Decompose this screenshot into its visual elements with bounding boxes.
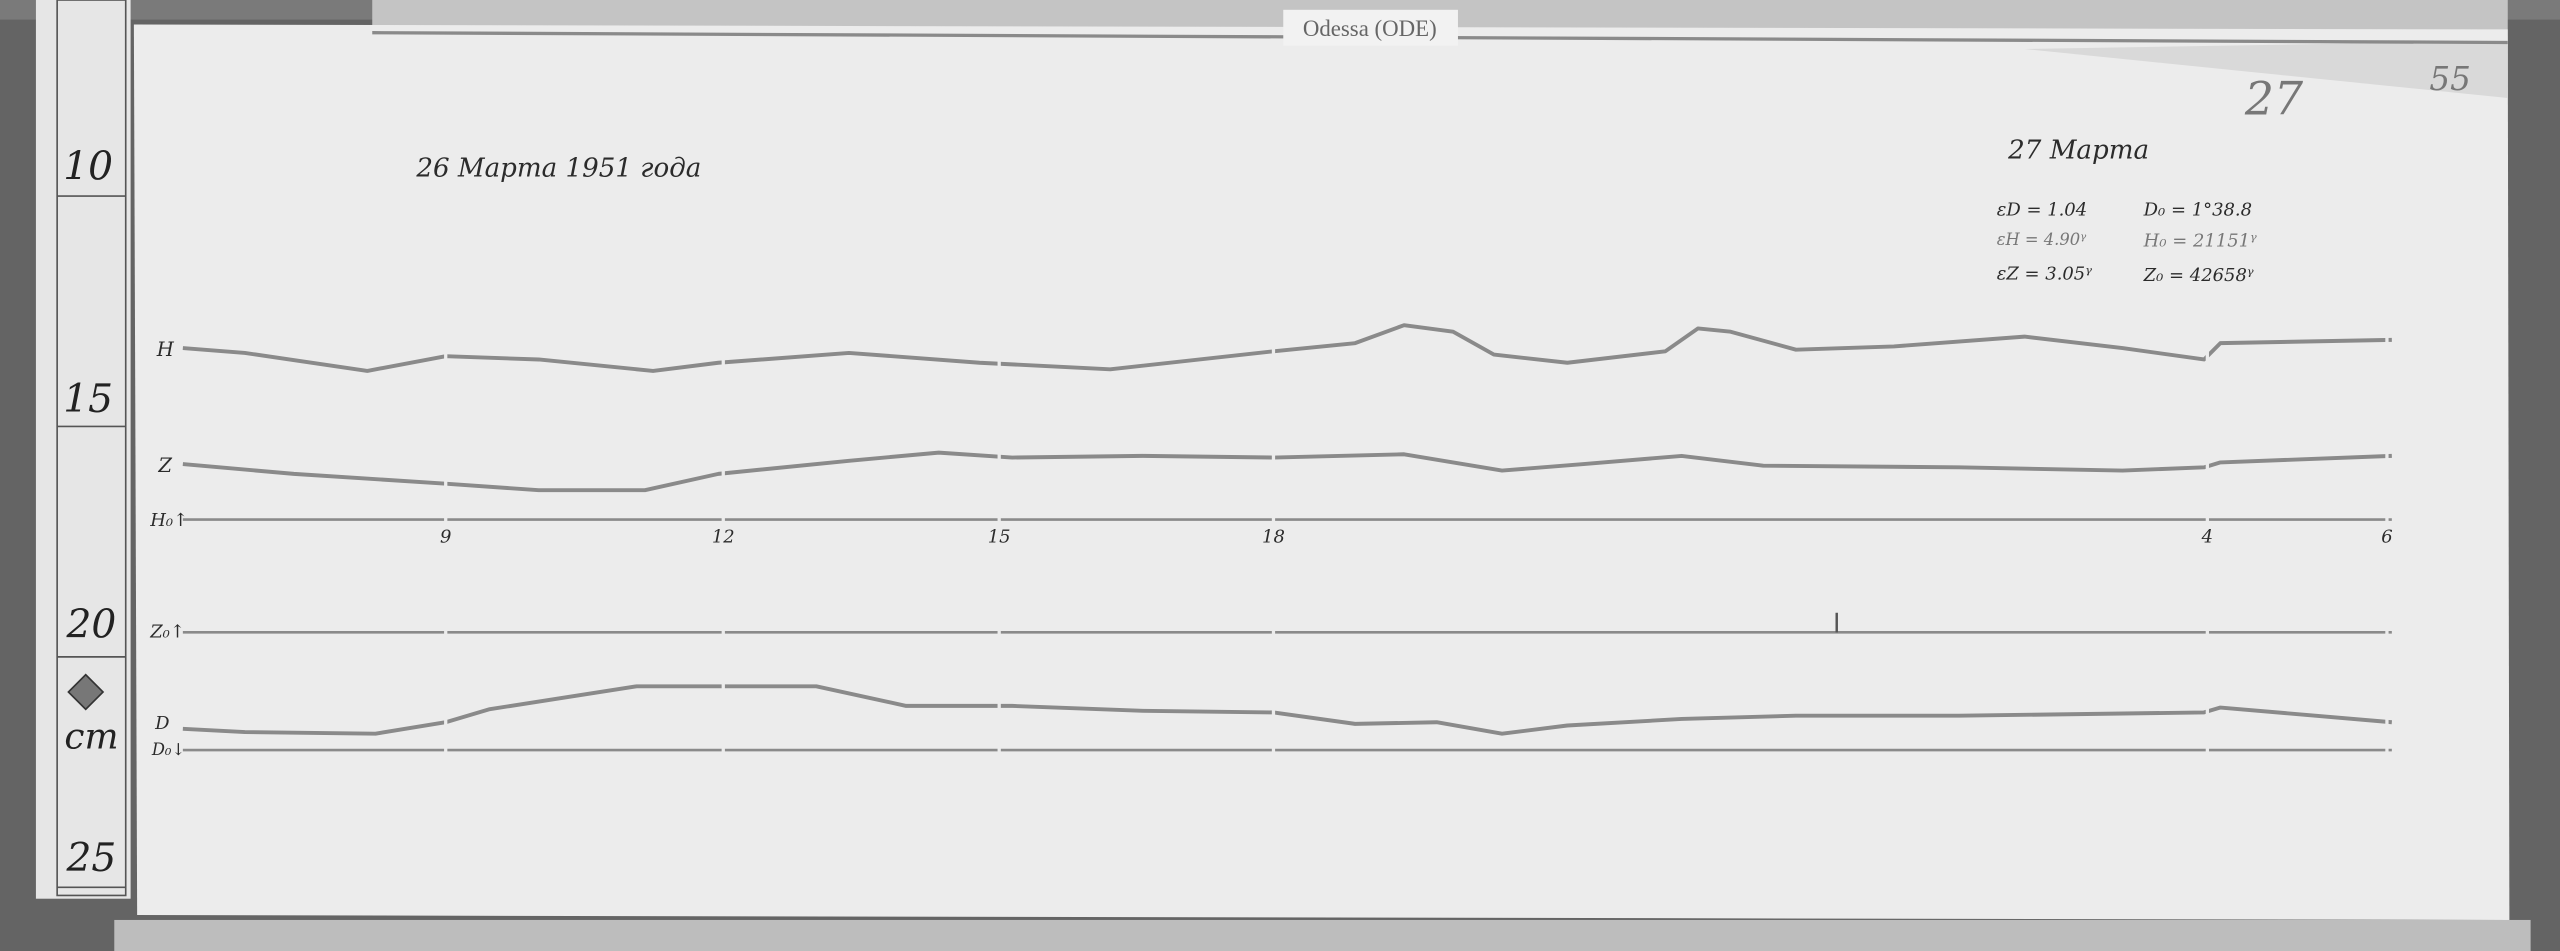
- hour-tick-label: 4: [2201, 526, 2213, 547]
- base-D0: D₀ = 1°38.8: [2143, 200, 2252, 221]
- hour-tick-label: 15: [988, 526, 1011, 547]
- trace-label-H0: H₀↑: [149, 510, 188, 531]
- trace-label-Z0: Z₀↑: [149, 621, 185, 642]
- scale-eH: εH = 4.90ᵞ: [1997, 230, 2087, 249]
- hour-gap: [997, 318, 1001, 760]
- base-H0: H₀ = 21151ᵞ: [2143, 231, 2257, 252]
- ruler-logo-icon: [67, 673, 105, 711]
- ruler-mark-20: 20: [66, 602, 117, 647]
- scale-eZ: εZ = 3.05ᵞ: [1997, 263, 2092, 284]
- trace-label-D0: D₀↓: [151, 740, 185, 759]
- ruler-mark-10: 10: [63, 145, 113, 190]
- trace-D: [182, 684, 2393, 736]
- hour-tick-label: 18: [1262, 526, 1285, 547]
- base-Z0: Z₀ = 42658ᵞ: [2143, 265, 2254, 286]
- hour-tick-label: 9: [440, 526, 451, 547]
- hour-gap: [2205, 318, 2209, 760]
- paper: [133, 24, 2510, 920]
- ruler-unit: cm: [64, 716, 118, 757]
- hour-ticks: 9 12 15 18 4 6: [440, 318, 2393, 760]
- ruler-mark-25: 25: [66, 836, 117, 881]
- trace-label-Z: Z: [157, 454, 172, 477]
- station-label: Odessa (ODE): [1303, 16, 1437, 41]
- hour-gap: [1271, 318, 1276, 760]
- scale-eD: εD = 1.04: [1997, 200, 2087, 221]
- hour-gap: [444, 318, 448, 760]
- ruler-mark-15: 15: [63, 377, 113, 422]
- sheet-number: 27: [2244, 72, 2304, 125]
- hour-gap: [2385, 318, 2389, 760]
- archive-number: 55: [2429, 60, 2471, 98]
- hour-tick-label: 12: [712, 526, 735, 547]
- ruler: [35, 0, 131, 899]
- hour-gap: [721, 318, 725, 760]
- date-start: 26 Марта 1951 года: [415, 153, 701, 183]
- station-label-box: [1283, 9, 1458, 46]
- trace-label-H: H: [156, 338, 175, 361]
- trace-label-D: D: [154, 713, 169, 734]
- trace-H: [182, 323, 2392, 373]
- date-end: 27 Марта: [2007, 135, 2149, 165]
- hour-tick-label: 6: [2381, 526, 2392, 547]
